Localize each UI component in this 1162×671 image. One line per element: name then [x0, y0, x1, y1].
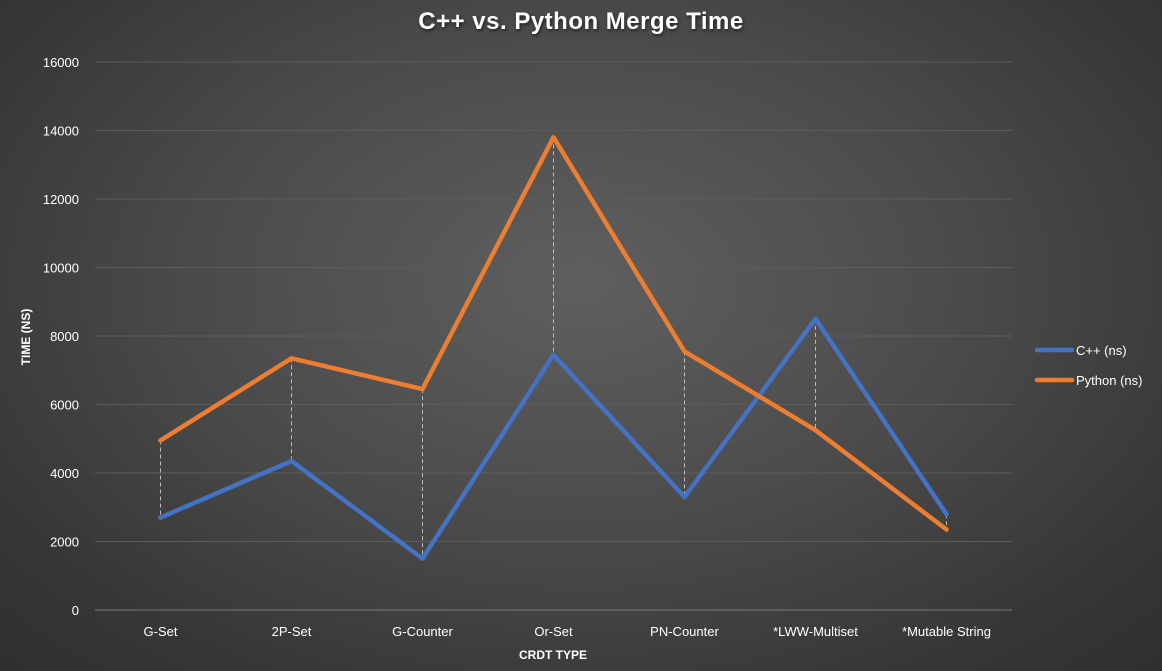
y-tick-label: 10000	[43, 261, 79, 276]
data-point-c-ns	[420, 556, 425, 561]
data-point-python-ns	[944, 527, 949, 532]
data-point-c-ns	[158, 515, 163, 520]
y-tick-label: 12000	[43, 192, 79, 207]
chart-title: C++ vs. Python Merge Time	[418, 8, 744, 35]
x-tick-label: Or-Set	[534, 624, 573, 639]
x-tick-labels: G-Set 2P-Set G-Counter Or-Set PN-Counter *LWW…	[144, 624, 991, 639]
y-tick-label: 0	[72, 603, 79, 618]
data-point-python-ns	[289, 356, 294, 361]
x-tick-label: *Mutable String	[902, 624, 991, 639]
y-tick-label: 6000	[50, 398, 79, 413]
y-tick-label: 4000	[50, 466, 79, 481]
data-point-python-ns	[551, 135, 556, 140]
data-point-python-ns	[813, 427, 818, 433]
data-point-c-ns	[944, 511, 949, 517]
y-tick-label: 14000	[43, 124, 79, 139]
legend-label: C++ (ns)	[1076, 343, 1127, 358]
y-axis-label: TIME (NS)	[19, 309, 33, 366]
x-tick-label: G-Set	[144, 624, 178, 639]
y-tick-labels: 0 2000 4000 6000 8000 10000 12000 14000 16000	[43, 55, 79, 618]
data-point-c-ns	[551, 352, 556, 358]
high-low-lines	[160, 137, 947, 559]
legend: C++ (ns) Python (ns)	[1034, 343, 1142, 388]
data-point-python-ns	[682, 349, 687, 354]
y-tick-label: 2000	[50, 535, 79, 550]
data-point-c-ns	[289, 458, 294, 464]
y-tick-label: 16000	[43, 55, 79, 70]
y-tick-label: 8000	[50, 329, 79, 344]
x-tick-label: 2P-Set	[272, 624, 312, 639]
gridlines	[95, 61, 1012, 611]
x-tick-label: *LWW-Multiset	[773, 624, 858, 639]
data-point-python-ns	[420, 386, 425, 392]
legend-label: Python (ns)	[1076, 373, 1142, 388]
data-point-c-ns	[813, 316, 818, 322]
x-tick-label: G-Counter	[392, 624, 453, 639]
x-axis-label: CRDT TYPE	[519, 648, 587, 662]
data-point-c-ns	[682, 494, 687, 500]
series-lines	[158, 135, 949, 561]
data-point-python-ns	[158, 438, 163, 443]
x-tick-label: PN-Counter	[650, 624, 719, 639]
